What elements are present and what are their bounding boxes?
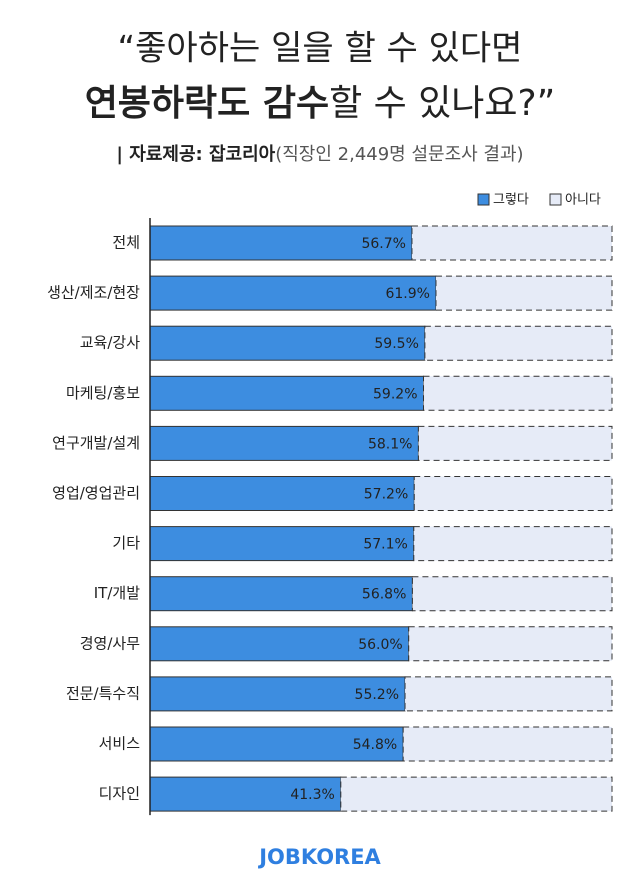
bar-no xyxy=(413,476,613,511)
value-label: 59.2% xyxy=(373,386,417,402)
category-label: 서비스 xyxy=(99,735,141,753)
bar-yes xyxy=(149,275,437,311)
category-label: 디자인 xyxy=(99,785,140,803)
bar-no xyxy=(424,325,613,361)
bar-no xyxy=(417,425,613,461)
category-label: 연구개발/설계 xyxy=(52,434,140,452)
bar-no xyxy=(413,526,613,562)
value-label: 57.1% xyxy=(363,537,407,553)
category-label: 전문/특수직 xyxy=(66,684,140,702)
value-label: 58.1% xyxy=(368,436,412,452)
bar-no xyxy=(404,676,613,712)
title-bold: 연봉하락도 감수 xyxy=(85,83,329,124)
bar-yes xyxy=(149,726,404,762)
bar-yes xyxy=(149,225,413,261)
bar-no xyxy=(423,375,613,411)
category-label: 마케팅/홍보 xyxy=(66,384,140,402)
category-label: 영업/영업관리 xyxy=(52,484,140,502)
subtitle: | 자료제공: 잡코리아(직장인 2,449명 설문조사 결과) xyxy=(116,144,523,165)
title-line2: 연봉하락도 감수할 수 있나요?” xyxy=(85,83,556,124)
title-rest: 할 수 있나요?” xyxy=(329,83,555,124)
bar-no xyxy=(435,275,613,311)
category-label: 경영/사무 xyxy=(80,634,140,652)
bar-yes xyxy=(149,776,342,812)
value-label: 59.5% xyxy=(374,336,418,352)
legend-label: 그렇다 xyxy=(493,193,529,208)
category-label: 교육/강사 xyxy=(80,334,140,352)
value-label: 56.0% xyxy=(358,637,402,653)
value-label: 41.3% xyxy=(290,787,334,803)
legend-swatch xyxy=(477,193,490,206)
legend-swatch xyxy=(549,193,562,206)
bar-yes xyxy=(149,425,419,461)
bar-no xyxy=(411,576,613,612)
bar-yes xyxy=(149,476,415,511)
title-line1: “좋아하는 일을 할 수 있다면 xyxy=(118,29,523,69)
value-label: 56.8% xyxy=(362,587,406,603)
value-label: 57.2% xyxy=(364,487,408,503)
bar-no xyxy=(340,776,613,812)
category-label: 전체 xyxy=(112,234,140,252)
bar-yes xyxy=(149,325,426,361)
category-label: 기타 xyxy=(112,534,140,552)
bar-no xyxy=(402,726,613,762)
bar-yes xyxy=(149,676,406,712)
legend-label: 아니다 xyxy=(565,193,601,208)
value-label: 55.2% xyxy=(355,687,399,703)
bar-yes xyxy=(149,375,425,411)
value-label: 61.9% xyxy=(385,286,429,302)
category-label: IT/개발 xyxy=(94,584,140,602)
value-label: 54.8% xyxy=(353,737,397,753)
bar-no xyxy=(411,225,613,261)
subtitle-bold: | 자료제공: 잡코리아 xyxy=(116,144,275,165)
subtitle-rest: (직장인 2,449명 설문조사 결과) xyxy=(275,144,523,165)
bar-no xyxy=(408,626,613,662)
value-label: 56.7% xyxy=(361,236,405,252)
category-label: 생산/제조/현장 xyxy=(47,284,140,302)
footer-logo: JOBKOREA xyxy=(257,845,381,869)
